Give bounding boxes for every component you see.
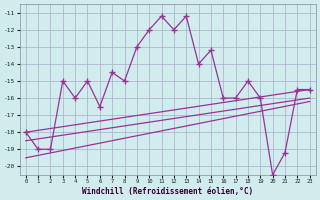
X-axis label: Windchill (Refroidissement éolien,°C): Windchill (Refroidissement éolien,°C): [82, 187, 253, 196]
